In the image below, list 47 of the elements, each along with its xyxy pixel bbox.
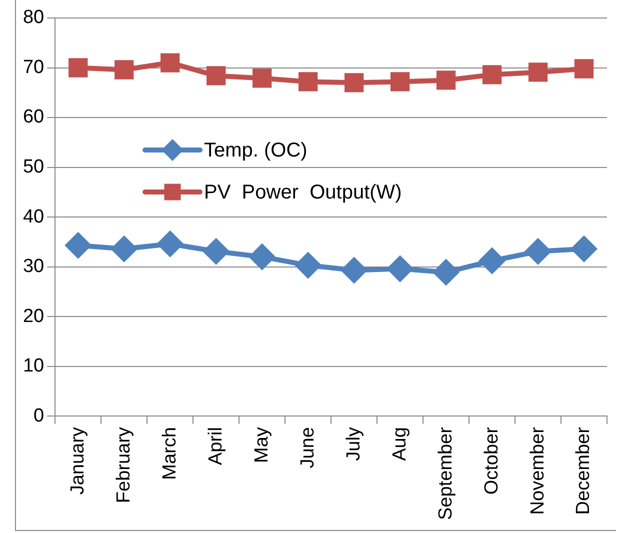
point [68,58,88,78]
x-tick-label: September [435,426,456,520]
point [158,231,183,256]
y-tick-label: 50 [22,156,44,178]
point [112,236,137,262]
x-tick-label: January [67,426,88,495]
point [252,68,272,88]
y-tick-label: 70 [22,56,44,78]
y-tick-label: 0 [34,405,44,426]
point [204,238,229,264]
x-tick-label: October [481,426,502,495]
point [572,236,597,262]
point [250,244,275,270]
point [298,72,318,92]
point [480,248,505,274]
y-tick-label: 30 [22,256,44,278]
x-tick-label: April [205,427,226,466]
point [436,70,456,90]
point [114,60,134,80]
point [388,256,413,282]
x-tick-label: Aug [389,427,410,461]
y-tick-label: 10 [22,356,44,377]
legend-label: PV Power Output(W) [204,182,402,204]
x-tick-label: November [527,426,548,515]
x-tick-label: March [159,427,180,480]
legend-label: Temp. (OC) [204,140,308,162]
x-tick-label: February [113,426,134,504]
x-tick-label: June [297,427,318,468]
point [296,252,321,278]
x-tick-label: May [251,426,272,463]
point [344,73,364,92]
y-tick-label: 80 [22,7,44,28]
point [526,238,551,264]
point [160,53,180,72]
x-tick-label: December [573,426,594,515]
point [206,66,226,86]
y-tick-label: 20 [22,306,44,327]
point [434,260,459,285]
y-tick-label: 40 [22,206,44,228]
point [390,72,410,92]
point [66,232,91,258]
point [528,62,548,82]
y-tick-label: 60 [22,106,44,128]
x-tick-label: July [343,426,364,461]
point [342,258,367,283]
point [482,65,502,84]
point [574,59,594,78]
